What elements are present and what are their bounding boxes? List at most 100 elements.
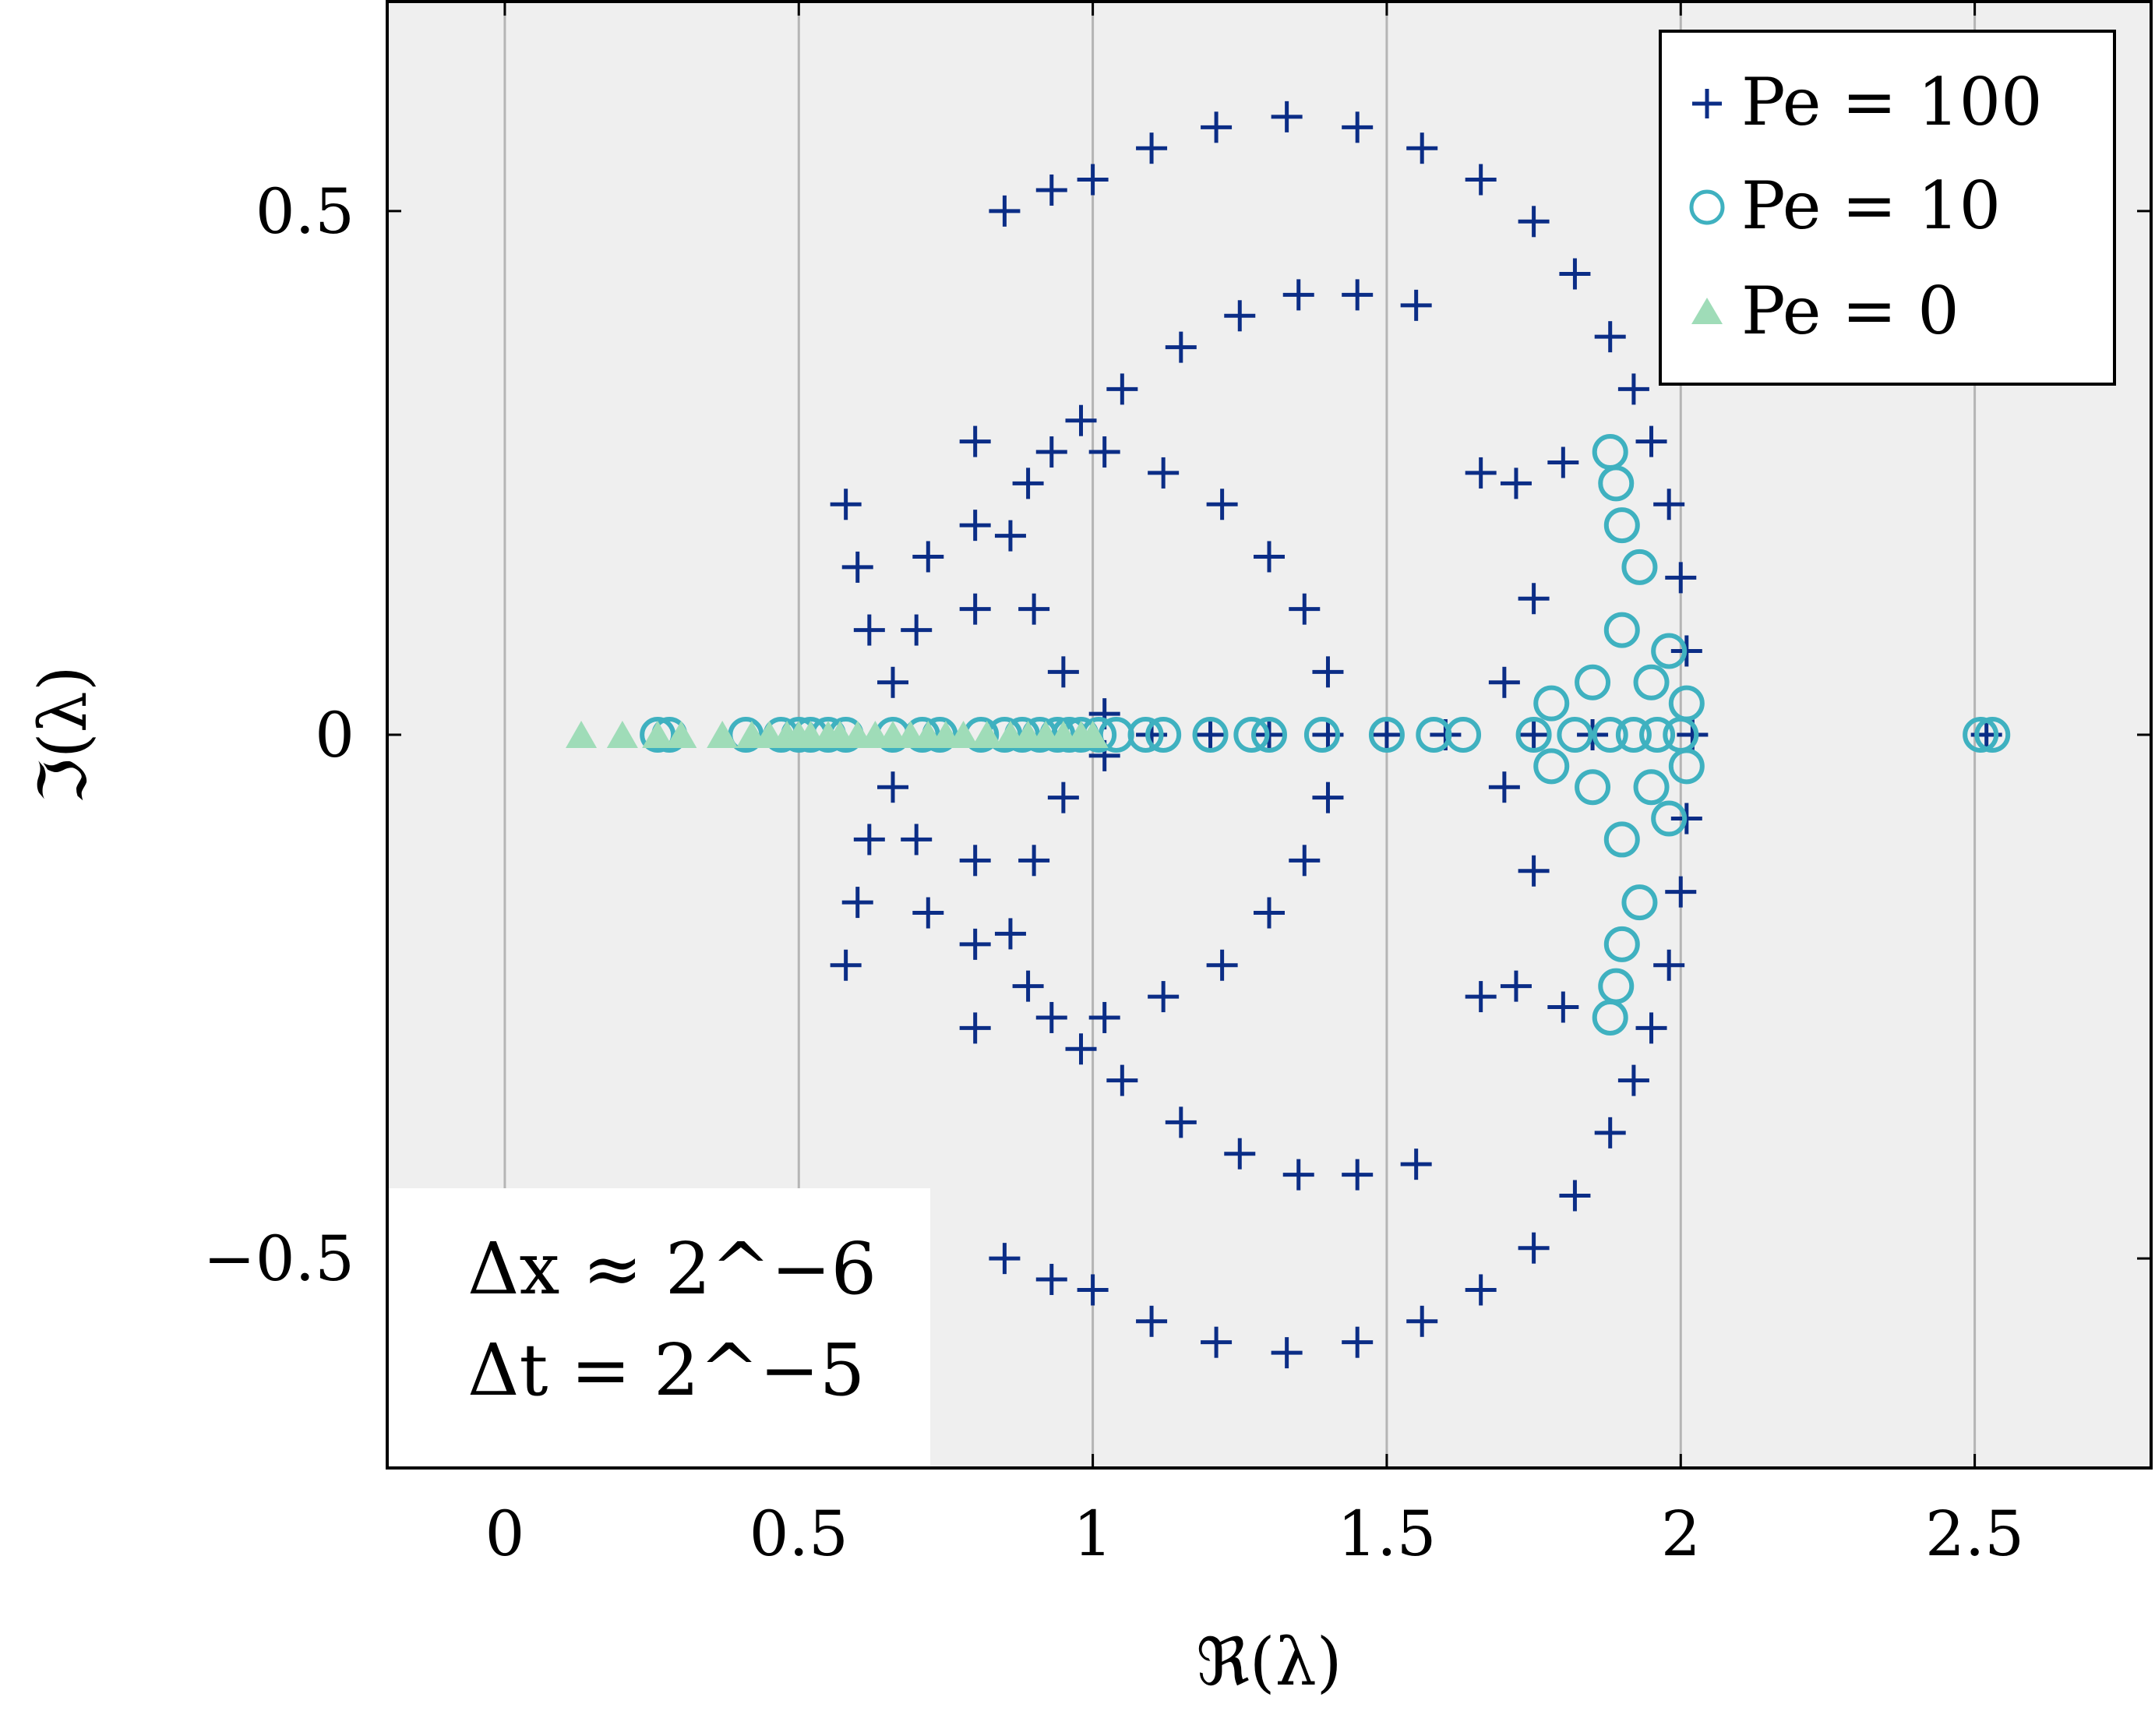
data-point-plus bbox=[912, 897, 944, 929]
data-point-plus bbox=[1165, 331, 1197, 363]
data-point-plus bbox=[1035, 1264, 1067, 1296]
data-point-plus bbox=[912, 541, 944, 573]
data-point-plus bbox=[1224, 1138, 1256, 1170]
data-point-plus bbox=[994, 520, 1026, 552]
data-point-plus bbox=[1012, 468, 1044, 499]
legend-marker-pe-0 bbox=[1691, 298, 1723, 324]
data-point-plus bbox=[1148, 457, 1180, 489]
legend-box bbox=[1659, 30, 2116, 386]
data-point-plus bbox=[1088, 436, 1120, 468]
data-point-circle bbox=[1368, 717, 1405, 753]
annotation-box: Δx ≈ 2^−6 Δt = 2^−5 bbox=[389, 1188, 930, 1466]
axis-ticks: 0 0.5 1 1.5 2 2.5 −0.5 0 0.5 bbox=[203, 2, 2151, 1570]
data-point-plus bbox=[1342, 111, 1374, 143]
data-point-plus bbox=[1206, 949, 1238, 981]
x-tick-label: 1 bbox=[1073, 1498, 1113, 1570]
data-point-circle bbox=[1603, 612, 1640, 648]
data-point-circle bbox=[1533, 748, 1570, 785]
data-point-triangle bbox=[947, 721, 979, 748]
data-point-plus bbox=[1665, 562, 1697, 594]
data-point-plus bbox=[1342, 1159, 1374, 1191]
data-point-plus bbox=[1518, 719, 1550, 750]
data-point-plus bbox=[1617, 1064, 1649, 1096]
data-point-plus bbox=[1488, 666, 1520, 698]
data-point-plus bbox=[1206, 489, 1238, 520]
data-point-plus bbox=[1617, 373, 1649, 405]
data-point-circle bbox=[1615, 717, 1652, 753]
data-point-plus bbox=[1518, 1232, 1550, 1264]
data-point-circle bbox=[1639, 717, 1676, 753]
legend-label-pe-100: Pe = 100 bbox=[1741, 64, 2043, 140]
y-axis-title: ℑ(λ) bbox=[25, 665, 101, 803]
data-point-circle bbox=[1668, 748, 1705, 785]
data-point-plus bbox=[1465, 457, 1497, 489]
data-point-plus bbox=[1047, 782, 1079, 813]
data-point-circle bbox=[1603, 821, 1640, 858]
data-point-plus bbox=[959, 425, 991, 457]
y-tick-label: −0.5 bbox=[203, 1223, 354, 1295]
data-point-plus bbox=[1065, 404, 1097, 436]
data-point-plus bbox=[1559, 258, 1591, 290]
y-tick-label: 0 bbox=[315, 699, 354, 771]
data-point-plus bbox=[1312, 656, 1344, 688]
data-point-triangle bbox=[971, 721, 1003, 748]
data-point-circle bbox=[1533, 685, 1570, 722]
x-axis-title: ℜ(λ) bbox=[1196, 1624, 1342, 1700]
data-point-plus bbox=[830, 489, 862, 520]
data-point-plus bbox=[1047, 656, 1079, 688]
data-point-plus bbox=[1594, 1117, 1626, 1149]
data-point-plus bbox=[1035, 436, 1067, 468]
data-point-plus bbox=[830, 949, 862, 981]
data-point-plus bbox=[1406, 132, 1438, 164]
data-point-plus bbox=[1106, 1064, 1138, 1096]
data-point-plus bbox=[1342, 1326, 1374, 1358]
data-point-plus bbox=[959, 928, 991, 960]
data-point-plus bbox=[959, 1012, 991, 1044]
data-point-plus bbox=[1136, 132, 1168, 164]
data-point-plus bbox=[1165, 1106, 1197, 1138]
data-point-plus bbox=[1289, 845, 1321, 877]
data-point-circle bbox=[1668, 685, 1705, 722]
legend-label-pe-0: Pe = 0 bbox=[1741, 273, 1959, 349]
data-point-plus bbox=[1077, 1274, 1109, 1306]
data-point-plus bbox=[1035, 174, 1067, 206]
data-point-plus bbox=[1406, 1305, 1438, 1337]
data-point-circle bbox=[1974, 717, 2011, 753]
data-point-plus bbox=[1635, 1012, 1667, 1044]
series-pe-100 bbox=[830, 101, 2002, 1369]
data-point-plus bbox=[1559, 1180, 1591, 1212]
data-point-plus bbox=[1018, 593, 1050, 625]
data-point-circle bbox=[1963, 717, 1999, 753]
data-point-circle bbox=[1621, 884, 1658, 921]
x-tick-label: 0.5 bbox=[749, 1498, 848, 1570]
data-point-plus bbox=[994, 918, 1026, 950]
data-point-plus bbox=[959, 510, 991, 542]
plot-frame bbox=[386, 0, 2153, 1470]
data-point-circle bbox=[1575, 664, 1611, 700]
data-point-circle bbox=[1633, 664, 1670, 700]
data-point-triangle bbox=[606, 721, 638, 748]
data-point-circle bbox=[1592, 717, 1628, 753]
data-point-circle bbox=[1592, 434, 1628, 471]
data-point-circle bbox=[1251, 717, 1287, 753]
data-point-circle bbox=[1651, 633, 1688, 669]
data-point-circle bbox=[1633, 769, 1670, 806]
data-point-plus bbox=[1635, 425, 1667, 457]
series-pe-0 bbox=[566, 721, 1109, 748]
data-point-plus bbox=[1518, 583, 1550, 615]
data-point-plus bbox=[1282, 1159, 1314, 1191]
data-point-plus bbox=[1194, 719, 1226, 750]
data-point-triangle bbox=[707, 721, 739, 748]
data-point-plus bbox=[1547, 991, 1579, 1023]
annotation-line-dx: Δx ≈ 2^−6 bbox=[467, 1227, 876, 1311]
data-point-plus bbox=[841, 887, 873, 919]
data-point-plus bbox=[1594, 321, 1626, 353]
data-point-circle bbox=[1621, 549, 1658, 585]
data-series bbox=[566, 101, 2011, 1369]
data-point-plus bbox=[1136, 1305, 1168, 1337]
x-tick-label: 2.5 bbox=[1925, 1498, 2024, 1570]
data-point-circle bbox=[1603, 507, 1640, 544]
data-point-plus bbox=[1201, 1326, 1233, 1358]
data-point-plus bbox=[1148, 981, 1180, 1013]
